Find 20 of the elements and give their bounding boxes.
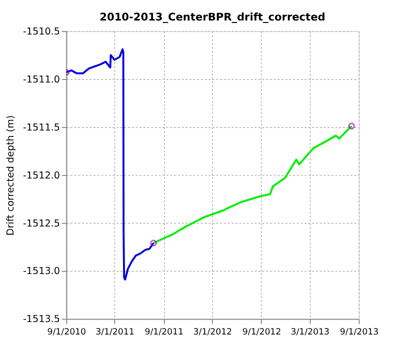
y-tick-label: -1510.5 [22, 26, 60, 38]
point [348, 122, 355, 130]
x-tick-label: 3/1/2013 [290, 328, 330, 338]
y-tick-label: -1512.0 [22, 170, 60, 182]
y-tick-label: -1513.0 [22, 266, 60, 278]
line-series [66, 48, 154, 280]
x-tick-label: 9/1/2011 [144, 328, 184, 338]
x-tick-label: 3/1/2011 [96, 328, 134, 338]
line-series [152, 125, 353, 244]
x-tick-label: 9/1/2013 [340, 328, 379, 338]
y-tick-label: -1511.5 [22, 122, 60, 134]
x-tick-label: 9/1/2012 [242, 328, 282, 338]
point [150, 240, 157, 246]
y-axis-title: Drift corrected depth (m) [5, 115, 16, 236]
y-tick-label: -1511.0 [22, 74, 60, 86]
x-tick-label: 9/1/2010 [47, 328, 86, 338]
x-tick-label: 3/1/2012 [193, 328, 232, 338]
chart-title: 2010-2013_CenterBPR_drift_corrected [100, 12, 326, 24]
y-tick-label: -1512.5 [22, 218, 60, 230]
y-tick-label: -1513.5 [22, 314, 60, 326]
